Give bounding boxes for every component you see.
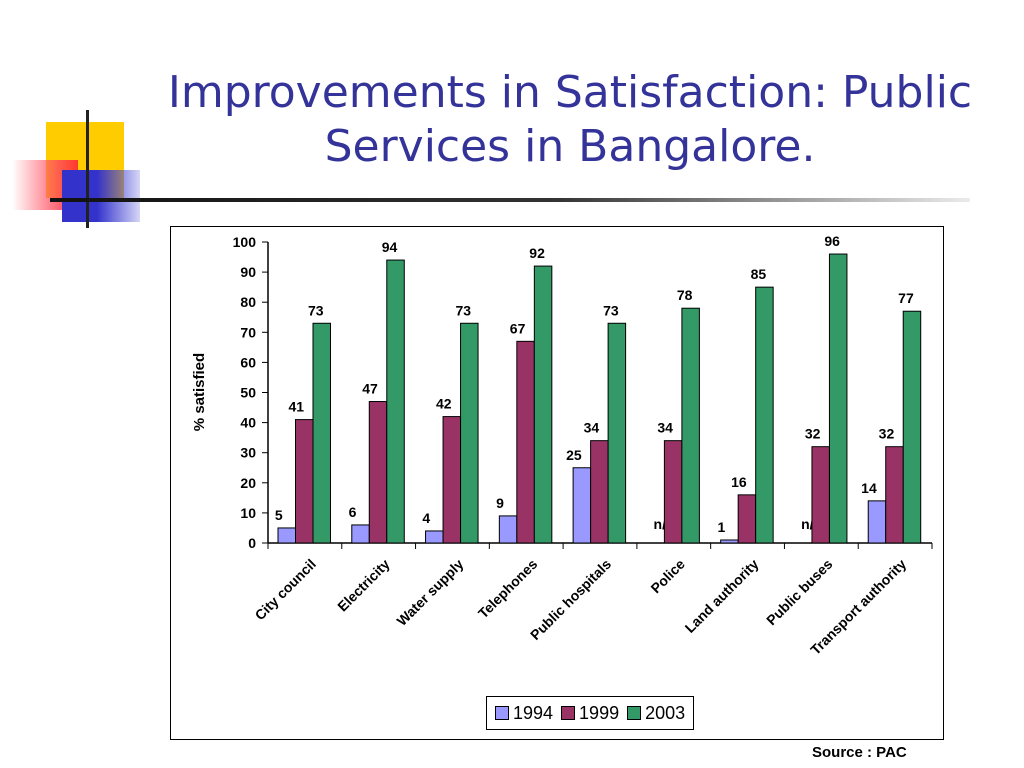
slide-title: Improvements in Satisfaction: Public Ser… (140, 66, 1000, 174)
legend-item-2003: 2003 (627, 703, 685, 724)
bar-2003 (607, 322, 627, 544)
x-tick-label: Land authority (682, 556, 762, 636)
data-label: 42 (436, 396, 452, 412)
y-axis-title: % satisfied (191, 353, 208, 431)
legend-label-1999: 1999 (579, 702, 620, 723)
decor-blue-square (62, 170, 140, 222)
bar-2003 (755, 286, 774, 544)
bar-2003 (902, 310, 922, 544)
legend-swatch-1999 (561, 706, 576, 720)
data-label: 73 (308, 302, 324, 318)
bar-1999 (663, 440, 683, 544)
data-label: 73 (603, 302, 619, 318)
bar-1994 (425, 530, 444, 544)
y-tick-label: 70 (240, 324, 256, 340)
bar-1994 (867, 500, 887, 544)
bar-1999 (811, 446, 830, 544)
bar-2003 (828, 253, 848, 544)
x-tick-label: Public buses (763, 556, 836, 629)
bar-1999 (295, 419, 314, 544)
y-tick-label: 10 (240, 505, 256, 521)
data-label: 94 (382, 239, 398, 255)
data-label: 34 (584, 420, 600, 436)
y-tick-label: 30 (240, 445, 256, 461)
bar-1994 (277, 527, 296, 544)
bar-1994 (351, 524, 370, 544)
y-tick-label: 60 (240, 354, 256, 370)
bar-1994 (720, 539, 739, 544)
data-label: 1 (718, 519, 726, 535)
bar-1999 (737, 494, 757, 544)
legend-label-1994: 1994 (513, 702, 554, 723)
y-tick-label: 40 (240, 415, 256, 431)
y-tick-label: 80 (240, 294, 256, 310)
slide-title-line-2: Services in Bangalore. (324, 121, 816, 172)
legend-swatch-2003 (627, 706, 642, 720)
data-label: 9 (496, 495, 504, 511)
data-label: 32 (805, 426, 821, 442)
data-label: 67 (510, 320, 526, 336)
data-label: 85 (751, 266, 767, 282)
data-label: 5 (275, 507, 283, 523)
decor-vertical-line (86, 110, 89, 228)
data-label: 96 (824, 233, 840, 249)
data-label: 14 (861, 480, 877, 496)
bar-2003 (533, 265, 553, 544)
bar-2003 (312, 322, 331, 544)
bar-1999 (516, 340, 535, 544)
bar-1999 (442, 416, 462, 544)
data-label: 25 (566, 447, 582, 463)
y-tick-label: 100 (233, 234, 257, 250)
legend-item-1994: 1994 (495, 703, 553, 724)
bar-1994 (572, 467, 592, 544)
data-label: 41 (288, 399, 304, 415)
slide-title-line-1: Improvements in Satisfaction: Public (167, 67, 973, 118)
legend-label-2003: 2003 (645, 702, 686, 723)
bar-1999 (590, 440, 609, 544)
data-label: 32 (879, 426, 895, 442)
data-label: 77 (898, 290, 914, 306)
data-label: 92 (529, 245, 545, 261)
x-tick-label: Water supply (393, 556, 466, 629)
bar-2003 (681, 307, 700, 544)
chart-legend: 1994 1999 2003 (486, 696, 695, 730)
data-label: 73 (456, 302, 472, 318)
y-tick-label: 20 (240, 475, 256, 491)
decor-horizontal-rule (50, 198, 970, 202)
bar-2003 (460, 322, 479, 544)
source-note: Source : PAC (812, 744, 907, 761)
x-tick-label: City council (252, 556, 319, 623)
data-label: 47 (362, 381, 378, 397)
data-label: 78 (677, 287, 693, 303)
y-tick-label: 50 (240, 385, 256, 401)
bar-1999 (885, 446, 904, 544)
y-tick-label: 90 (240, 264, 256, 280)
legend-item-1999: 1999 (561, 703, 619, 724)
bar-2003 (386, 259, 405, 544)
data-label: 34 (657, 420, 673, 436)
x-tick-label: Public hospitals (527, 556, 614, 643)
bar-1999 (368, 401, 388, 544)
x-tick-label: Police (647, 556, 688, 597)
x-tick-label: Electricity (334, 556, 393, 615)
data-label: 4 (422, 510, 430, 526)
data-label: 16 (731, 474, 747, 490)
data-label: 6 (349, 504, 357, 520)
legend-swatch-1994 (495, 706, 509, 720)
bar-1994 (498, 515, 518, 544)
y-tick-label: 0 (248, 535, 256, 551)
x-tick-label: Telephones (475, 556, 541, 622)
